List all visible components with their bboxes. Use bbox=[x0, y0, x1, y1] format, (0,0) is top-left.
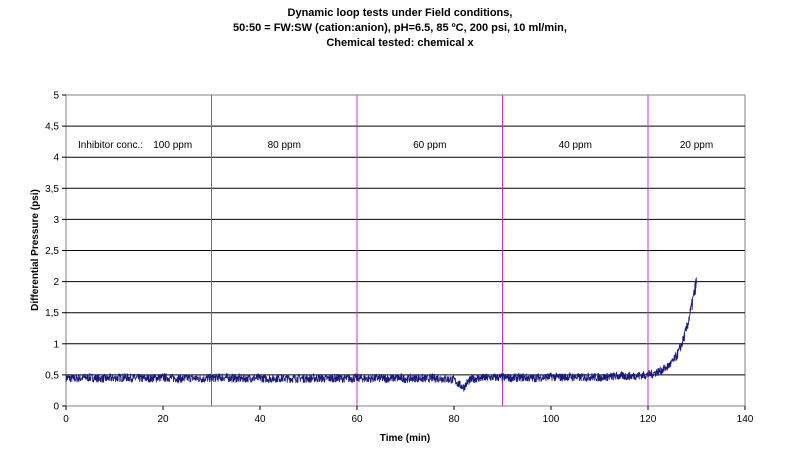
x-tick-label-6: 120 bbox=[640, 414, 657, 425]
phase-label-0: 100 ppm bbox=[153, 140, 192, 151]
x-tick-label-0: 0 bbox=[63, 414, 69, 425]
x-tick-label-4: 80 bbox=[448, 414, 460, 425]
phase-dividers bbox=[211, 95, 649, 406]
y-tick-label-9: 4,5 bbox=[45, 122, 59, 133]
chart-title-line-2: 50:50 = FW:SW (cation:anion), pH=6.5, 85… bbox=[233, 22, 567, 34]
y-tick-label-5: 2,5 bbox=[45, 246, 59, 257]
y-tick-label-6: 3 bbox=[53, 215, 59, 226]
series-group bbox=[65, 277, 697, 392]
x-tick-label-7: 140 bbox=[737, 414, 754, 425]
phase-label-3: 40 ppm bbox=[559, 140, 592, 151]
x-axis: 0 20 40 60 80 100 120 140 bbox=[63, 406, 754, 425]
series-line-0 bbox=[65, 277, 697, 392]
x-tick-label-2: 40 bbox=[254, 414, 266, 425]
y-tick-label-2: 1 bbox=[53, 339, 59, 350]
y-tick-label-4: 2 bbox=[53, 277, 59, 288]
phase-labels: Inhibitor conc.: 100 ppm 80 ppm 60 ppm 40 p… bbox=[78, 140, 713, 151]
x-axis-title: Time (min) bbox=[380, 433, 430, 444]
inhibitor-conc-label: Inhibitor conc.: bbox=[78, 140, 143, 151]
y-tick-label-10: 5 bbox=[53, 91, 59, 102]
phase-label-2: 60 ppm bbox=[413, 140, 446, 151]
y-tick-label-3: 1,5 bbox=[45, 308, 59, 319]
phase-label-1: 80 ppm bbox=[268, 140, 301, 151]
y-axis-title: Differential Pressure (psi) bbox=[30, 189, 41, 311]
y-tick-label-8: 4 bbox=[53, 153, 59, 164]
chart-title-line-1: Dynamic loop tests under Field condition… bbox=[288, 7, 513, 19]
y-tick-label-7: 3,5 bbox=[45, 184, 59, 195]
y-axis: 0 0,5 1 1,5 2 2,5 3 3,5 4 4,5 5 bbox=[45, 91, 66, 413]
chart-title-line-3: Chemical tested: chemical x bbox=[326, 37, 474, 49]
x-tick-label-1: 20 bbox=[157, 414, 169, 425]
y-tick-label-1: 0,5 bbox=[45, 370, 59, 381]
chart-title: Dynamic loop tests under Field condition… bbox=[233, 7, 567, 49]
y-tick-label-0: 0 bbox=[53, 402, 59, 413]
phase-label-4: 20 ppm bbox=[680, 140, 713, 151]
x-tick-label-3: 60 bbox=[351, 414, 363, 425]
x-tick-label-5: 100 bbox=[543, 414, 560, 425]
